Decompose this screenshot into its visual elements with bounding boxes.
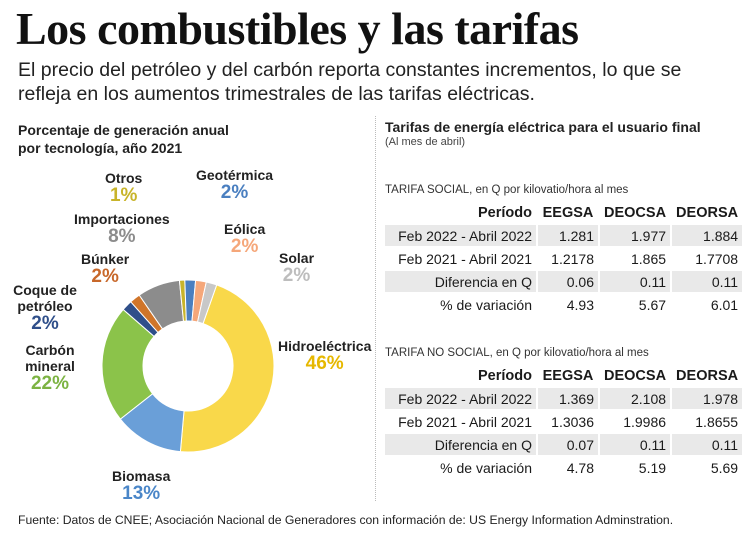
slice-label-otros: Otros 1% — [105, 170, 143, 206]
page-title: Los combustibles y las tarifas — [16, 3, 579, 54]
slice-value: 2% — [282, 265, 311, 286]
table-row: % de variación 4.93 5.67 6.01 — [385, 294, 742, 315]
table-header-row: Período EEGSA DEOCSA DEORSA — [385, 365, 742, 386]
table-row: % de variación 4.78 5.19 5.69 — [385, 457, 742, 478]
column-header: EEGSA — [542, 367, 594, 384]
pie-title-line2: por tecnología, año 2021 — [18, 140, 183, 156]
table-cell: 1.865 — [631, 250, 667, 267]
table-cell: 0.11 — [672, 271, 743, 292]
table-cell: % de variación — [440, 296, 532, 313]
slice-label-biomasa: Biomasa 13% — [112, 468, 171, 504]
table-cell: 1.978 — [672, 388, 743, 409]
slice-label-hidroelectrica: Hidroeléctrica 46% — [278, 338, 372, 374]
table-cell: 5.67 — [638, 296, 667, 313]
table-cell: 1.7708 — [695, 250, 739, 267]
slice-value: 46% — [305, 353, 344, 374]
table-row: Diferencia en Q 0.07 0.11 0.11 — [385, 434, 743, 455]
table-row: Feb 2022 - Abril 2022 1.281 1.977 1.884 — [385, 225, 743, 246]
tables-title: Tarifas de energía eléctrica para el usu… — [385, 119, 701, 135]
table-cell: Diferencia en Q — [385, 271, 536, 292]
pie-slice-hidroeléctrica — [179, 284, 275, 453]
slice-value: 22% — [30, 373, 70, 394]
source-footer: Fuente: Datos de CNEE; Asociación Nacion… — [18, 513, 674, 527]
table-cell: 1.2178 — [551, 250, 594, 267]
table-cell: Diferencia en Q — [385, 434, 536, 455]
table-social-caption: TARIFA SOCIAL, en Q por kilovatio/hora a… — [385, 184, 629, 196]
slice-label-bunker: Búnker 2% — [81, 251, 130, 287]
column-header: DEORSA — [676, 204, 739, 221]
table-cell: 1.977 — [600, 225, 671, 246]
column-header: Período — [478, 204, 532, 221]
slice-value: 8% — [108, 226, 136, 247]
table-cell: 4.93 — [566, 296, 594, 313]
table-cell: 1.9986 — [623, 413, 667, 430]
table-row: Feb 2021 - Abril 2021 1.2178 1.865 1.770… — [385, 248, 742, 269]
slice-label-carbon: Carbón mineral 22% — [20, 342, 80, 394]
table-cell: 1.3036 — [551, 413, 594, 430]
column-header: Período — [478, 367, 532, 384]
pie-slice-solar — [196, 281, 218, 325]
table-row: Diferencia en Q 0.06 0.11 0.11 — [385, 271, 743, 292]
table-row: Feb 2021 - Abril 2021 1.3036 1.9986 1.86… — [385, 411, 742, 432]
table-row: Feb 2022 - Abril 2022 1.369 2.108 1.978 — [385, 388, 743, 409]
table-cell: 5.19 — [638, 459, 667, 476]
table-cell: 4.78 — [566, 459, 594, 476]
table-cell: Feb 2021 - Abril 2021 — [398, 413, 532, 430]
slice-label-importaciones: Importaciones 8% — [74, 211, 170, 247]
table-cell: 0.07 — [538, 434, 598, 455]
table-cell: Feb 2021 - Abril 2021 — [398, 250, 532, 267]
table-cell: 1.8655 — [695, 413, 739, 430]
table-cell: Feb 2022 - Abril 2022 — [385, 225, 536, 246]
table-cell: 1.281 — [538, 225, 598, 246]
slice-label-coque: Coque de petróleo 2% — [13, 282, 77, 334]
table-cell: 2.108 — [600, 388, 671, 409]
table-header-row: Período EEGSA DEOCSA DEORSA — [385, 202, 742, 223]
table-cell: 0.06 — [538, 271, 598, 292]
table-tarifa-social: Período EEGSA DEOCSA DEORSA Feb 2022 - A… — [383, 200, 744, 317]
slice-label-solar: Solar 2% — [279, 250, 315, 286]
column-header: DEORSA — [676, 367, 739, 384]
pie-title-line1: Porcentaje de generación anual — [18, 122, 229, 138]
table-cell: 0.11 — [672, 434, 743, 455]
slice-value: 13% — [122, 483, 161, 504]
column-divider — [375, 116, 376, 501]
slice-label-eolica: Eólica 2% — [224, 221, 266, 257]
pie-chart-title: Porcentaje de generación anual por tecno… — [18, 121, 229, 157]
slice-value: 2% — [31, 313, 59, 334]
table-cell: % de variación — [440, 459, 532, 476]
slice-value: 2% — [230, 236, 259, 257]
table-cell: Feb 2022 - Abril 2022 — [385, 388, 536, 409]
column-header: EEGSA — [542, 204, 594, 221]
column-header: DEOCSA — [604, 367, 667, 384]
column-header: DEOCSA — [604, 204, 667, 221]
table-cell: 1.884 — [672, 225, 743, 246]
table-cell: 6.01 — [710, 296, 739, 313]
table-cell: 0.11 — [600, 271, 671, 292]
slice-label-geotermica: Geotérmica 2% — [196, 167, 274, 203]
tables-note: (Al mes de abril) — [385, 136, 466, 148]
table-tarifa-no-social: Período EEGSA DEOCSA DEORSA Feb 2022 - A… — [383, 363, 744, 480]
table-cell: 1.369 — [538, 388, 598, 409]
donut-chart — [101, 279, 275, 453]
page-subtitle: El precio del petróleo y del carbón repo… — [18, 59, 682, 105]
table-nosocial-caption: TARIFA NO SOCIAL, en Q por kilovatio/hor… — [385, 347, 649, 359]
table-cell: 5.69 — [710, 459, 739, 476]
slice-value: 2% — [91, 266, 119, 287]
slice-value: 1% — [109, 185, 138, 206]
table-cell: 0.11 — [600, 434, 671, 455]
slice-value: 2% — [220, 182, 249, 203]
